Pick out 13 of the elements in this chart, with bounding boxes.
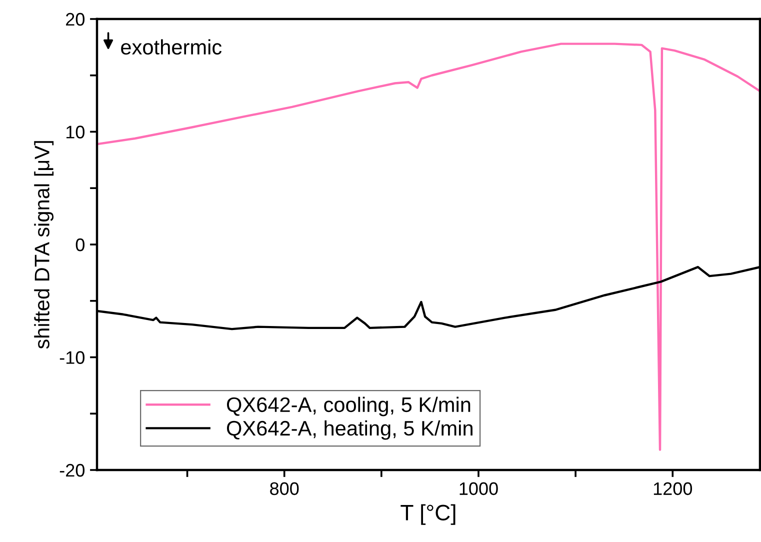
x-tick-label: 800	[270, 482, 299, 496]
y-tick-label: -20	[60, 464, 84, 477]
x-axis-title: T [°C]	[400, 504, 456, 525]
y-tick-label: 0	[76, 238, 84, 252]
y-tick-label: 10	[66, 126, 84, 138]
legend-label: QX642-A, heating, 5 K/min	[226, 420, 472, 440]
y-axis-title: shifted DTA signal [μV]	[34, 141, 54, 349]
y-tick-label: 20	[66, 12, 84, 26]
y-tick-label: -10	[60, 351, 84, 364]
x-tick-label: 1200	[654, 482, 692, 496]
annotation: exothermic	[121, 39, 222, 55]
legend-label: QX642-A, cooling, 5 K/min	[226, 396, 470, 416]
x-tick-label: 1000	[460, 482, 498, 496]
